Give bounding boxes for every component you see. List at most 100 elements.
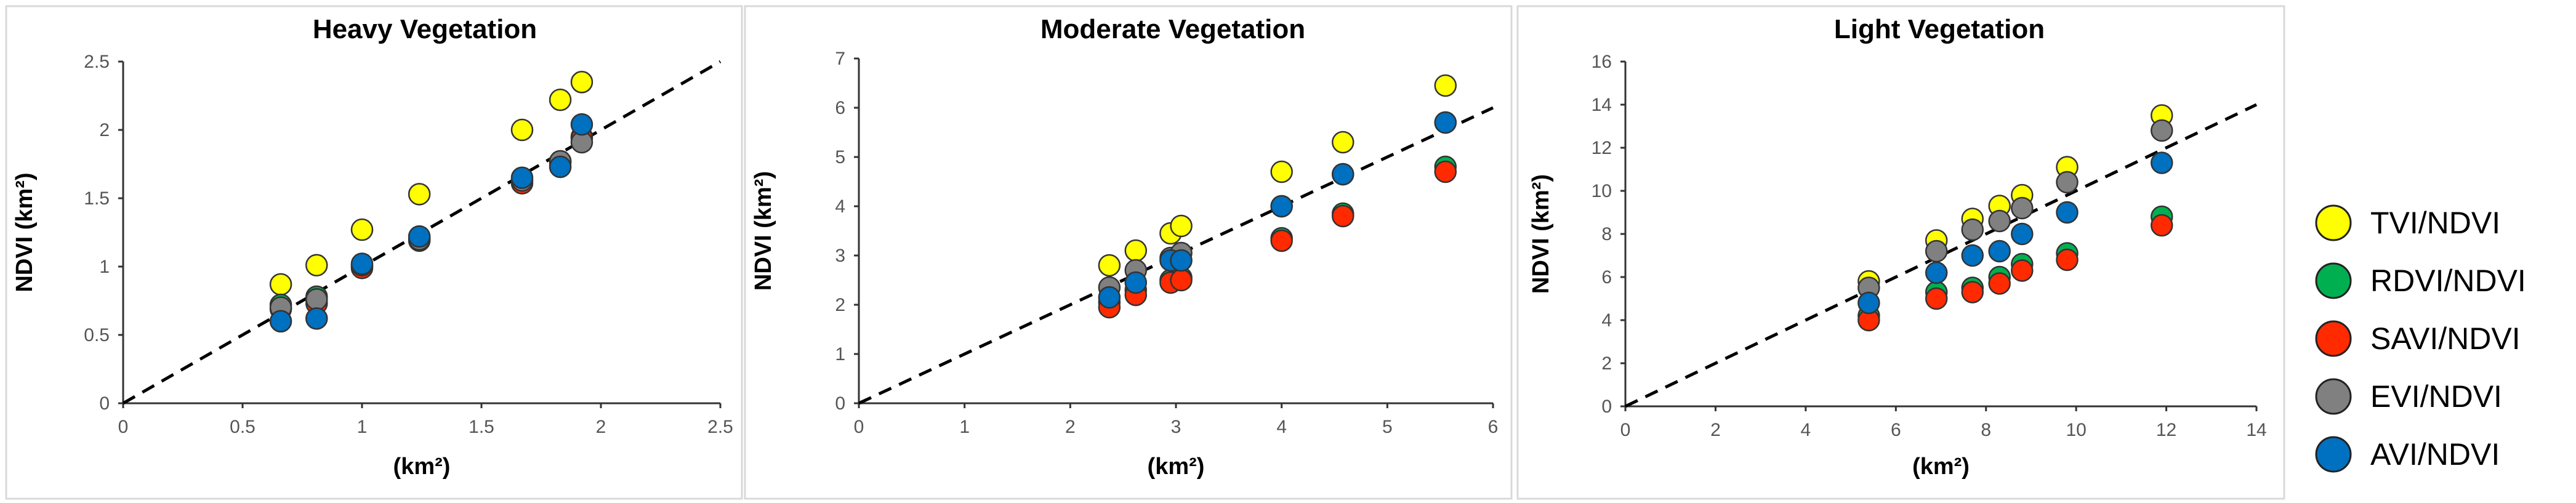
y-tick-label: 6 <box>835 98 845 118</box>
y-tick-label: 16 <box>1592 52 1612 72</box>
legend-marker-rdvi-ndvi <box>2315 262 2352 299</box>
y-axis-label: NDVI (km²) <box>1528 174 1554 294</box>
data-point-tvi-ndvi <box>549 88 572 111</box>
legend-label-avi-ndvi: AVI/NDVI <box>2370 437 2500 472</box>
data-point-tvi-ndvi <box>510 118 534 142</box>
data-point-savi-ndvi <box>1434 160 1457 183</box>
data-point-tvi-ndvi <box>1098 254 1121 277</box>
legend-label-evi-ndvi: EVI/NDVI <box>2370 379 2502 414</box>
x-tick-label: 2 <box>596 417 606 437</box>
data-point-avi-ndvi <box>1331 163 1354 186</box>
x-tick-label: 6 <box>1891 420 1901 440</box>
data-point-avi-ndvi <box>269 310 292 333</box>
legend-label-savi-ndvi: SAVI/NDVI <box>2370 321 2521 356</box>
chart-title: Light Vegetation <box>1834 14 2045 44</box>
x-tick-label: 0.5 <box>230 417 256 437</box>
chart-title: Moderate Vegetation <box>1040 14 1305 44</box>
data-point-avi-ndvi <box>1170 249 1193 272</box>
data-point-evi-ndvi <box>2056 171 2079 194</box>
y-tick-label: 6 <box>1601 267 1612 288</box>
data-point-evi-ndvi <box>2151 119 2173 142</box>
data-point-tvi-ndvi <box>1434 74 1457 97</box>
x-tick-label: 1.5 <box>469 417 494 437</box>
data-point-tvi-ndvi <box>1331 131 1354 154</box>
panel-border <box>1516 5 2285 500</box>
x-tick-label: 10 <box>2066 420 2086 440</box>
data-point-tvi-ndvi <box>305 254 328 277</box>
legend-marker-avi-ndvi <box>2315 436 2352 473</box>
data-point-savi-ndvi <box>2056 248 2079 272</box>
data-point-avi-ndvi <box>2011 222 2034 246</box>
data-point-evi-ndvi <box>1925 239 1948 263</box>
y-tick-label: 2 <box>99 120 110 140</box>
x-tick-label: 4 <box>1276 417 1287 437</box>
y-tick-label: 7 <box>835 49 845 69</box>
x-tick-label: 6 <box>1488 417 1499 437</box>
data-point-savi-ndvi <box>1170 268 1193 292</box>
chart-panel-3: Light Vegetation 0 2 4 6 8 10 12 14 0 2 4 6 8 10 12 14 16… <box>1516 5 2285 500</box>
x-axis-label: (km²) <box>393 454 451 480</box>
data-point-avi-ndvi <box>570 113 594 136</box>
y-tick-label: 2 <box>1601 353 1612 374</box>
data-point-avi-ndvi <box>1961 244 1984 267</box>
y-axis-label: NDVI (km²) <box>12 172 38 292</box>
y-tick-label: 1.5 <box>84 188 110 209</box>
legend-label-rdvi-ndvi: RDVI/NDVI <box>2370 264 2526 298</box>
x-tick-label: 5 <box>1382 417 1393 437</box>
data-point-tvi-ndvi <box>570 71 594 94</box>
data-point-avi-ndvi <box>408 225 431 248</box>
y-tick-label: 3 <box>835 246 845 266</box>
panel-border <box>744 5 1513 500</box>
data-point-evi-ndvi <box>2011 196 2034 220</box>
data-point-tvi-ndvi <box>1124 239 1148 262</box>
x-tick-label: 2 <box>1065 417 1076 437</box>
y-tick-label: 1 <box>835 344 845 364</box>
x-tick-label: 4 <box>1801 420 1811 440</box>
data-point-tvi-ndvi <box>1170 214 1193 238</box>
legend-marker-evi-ndvi <box>2315 378 2352 415</box>
y-tick-label: 0 <box>835 393 845 414</box>
y-tick-label: 4 <box>835 196 845 217</box>
data-point-avi-ndvi <box>1098 286 1121 309</box>
data-point-evi-ndvi <box>1988 209 2011 233</box>
y-tick-label: 5 <box>835 147 845 167</box>
data-point-savi-ndvi <box>1270 229 1293 252</box>
data-point-tvi-ndvi <box>408 183 431 206</box>
x-axis-label: (km²) <box>1148 454 1205 480</box>
data-point-savi-ndvi <box>1961 281 1984 304</box>
legend-label-tvi-ndvi: TVI/NDVI <box>2370 206 2500 240</box>
chart-panel-1: Heavy Vegetation 0 0.5 1 1.5 2 2.5 0 0.5 1 1.5 2 2.5… <box>5 5 743 500</box>
legend: TVI/NDVI RDVI/NDVI SAVI/NDVI EVI/NDVI AVI/ND… <box>2315 204 2526 473</box>
data-point-avi-ndvi <box>510 166 534 189</box>
x-tick-label: 0 <box>118 417 129 437</box>
data-point-avi-ndvi <box>1988 239 2011 263</box>
x-axis-label: (km²) <box>1912 454 1970 480</box>
data-point-avi-ndvi <box>1925 261 1948 284</box>
data-point-avi-ndvi <box>549 155 572 179</box>
one-to-one-reference-line <box>858 106 1494 405</box>
x-tick-label: 1 <box>959 417 970 437</box>
y-tick-label: 2.5 <box>84 52 110 72</box>
data-point-savi-ndvi <box>1988 272 2011 295</box>
data-point-evi-ndvi <box>1961 218 1984 241</box>
y-axis-label: NDVI (km²) <box>751 171 776 291</box>
data-point-avi-ndvi <box>2151 151 2173 174</box>
data-point-avi-ndvi <box>350 252 374 275</box>
legend-marker-tvi-ndvi <box>2315 204 2352 241</box>
data-point-avi-ndvi <box>1124 271 1148 294</box>
x-tick-label: 14 <box>2246 420 2266 440</box>
x-tick-label: 0 <box>854 417 864 437</box>
chart-title: Heavy Vegetation <box>313 14 537 44</box>
data-point-avi-ndvi <box>2056 201 2079 224</box>
data-point-savi-ndvi <box>1331 204 1354 228</box>
panel-border <box>5 5 743 500</box>
legend-marker-savi-ndvi <box>2315 320 2352 357</box>
y-tick-label: 4 <box>1601 310 1612 331</box>
x-tick-label: 0 <box>1620 420 1631 440</box>
data-point-evi-ndvi <box>305 288 328 311</box>
y-tick-label: 0 <box>1601 396 1612 417</box>
y-tick-label: 2 <box>835 295 845 315</box>
x-tick-label: 2.5 <box>707 417 733 437</box>
x-tick-label: 8 <box>1981 420 1991 440</box>
